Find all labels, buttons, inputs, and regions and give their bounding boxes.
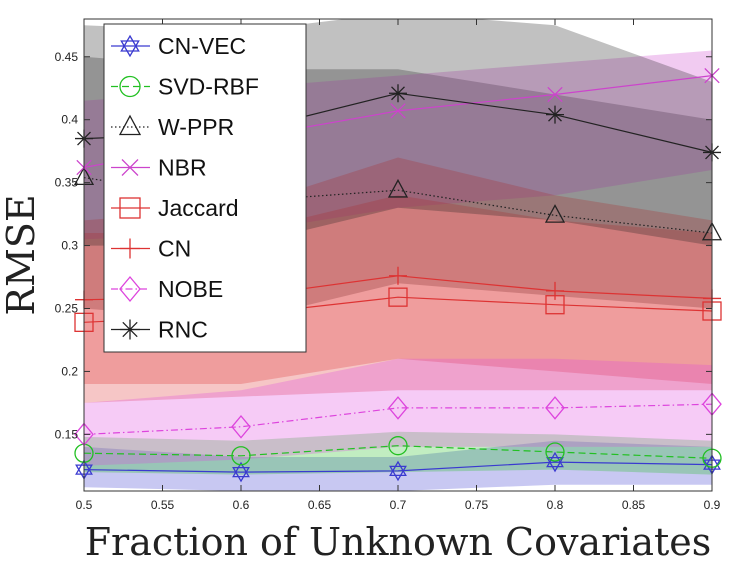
point-svd-rbf <box>388 436 408 456</box>
y-axis-title: RMSE <box>0 194 43 315</box>
x-axis: 0.5 0.55 0.6 0.65 0.7 0.75 0.8 0.85 0.9 <box>76 19 721 512</box>
band-nobe <box>84 358 712 466</box>
legend-label-w-ppr: W-PPR <box>158 114 234 140</box>
x-tick-label: 0.5 <box>76 498 93 512</box>
x-tick-label: 0.7 <box>390 498 407 512</box>
y-tick-label: 0.3 <box>61 239 78 253</box>
point-svd-rbf <box>231 446 251 466</box>
legend-box <box>103 23 307 353</box>
y-tick-label: 0.25 <box>55 301 79 315</box>
legend-label-nbr: NBR <box>158 155 207 181</box>
legend-marker-w-ppr <box>118 114 142 136</box>
point-cn-vec <box>546 456 564 473</box>
point-cn <box>546 281 564 300</box>
x-tick-label: 0.55 <box>151 498 175 512</box>
x-tick-label: 0.85 <box>622 498 646 512</box>
legend-marker-svd-rbf <box>119 75 141 98</box>
x-tick-label: 0.6 <box>233 498 250 512</box>
line-cn-vec <box>84 461 712 473</box>
point-cn-vec <box>389 465 407 482</box>
legend: CN-VEC SVD-RBF W-PPR NBR Jaccard CN NOBE RNC <box>103 23 307 353</box>
y-tick-label: 0.35 <box>55 176 79 190</box>
line-w-ppr <box>84 177 712 234</box>
y-tick-label: 0.15 <box>55 427 79 441</box>
point-nobe <box>231 414 251 439</box>
point-jaccard <box>388 287 408 307</box>
legend-label-cn: CN <box>158 236 191 262</box>
legend-marker-nbr <box>121 159 139 176</box>
point-nobe <box>545 396 565 420</box>
point-w-ppr <box>544 204 566 223</box>
legend-label-cn-vec: CN-VEC <box>158 33 246 59</box>
y-tick-label: 0.4 <box>61 113 78 127</box>
legend-marker-jaccard <box>119 197 141 219</box>
x-tick-label: 0.8 <box>547 498 564 512</box>
point-rnc <box>389 84 407 103</box>
y-tick-label: 0.2 <box>61 364 78 378</box>
x-tick-label: 0.65 <box>308 498 332 512</box>
line-svd-rbf <box>84 445 712 459</box>
legend-marker-nobe <box>119 275 141 303</box>
point-cn-vec <box>389 460 407 477</box>
legend-marker-cn-vec <box>120 34 140 52</box>
point-nbr <box>390 103 406 119</box>
legend-label-jaccard: Jaccard <box>158 195 239 221</box>
point-cn-vec <box>232 466 250 483</box>
y-axis: 0.15 0.2 0.25 0.3 0.35 0.4 0.45 <box>55 50 712 441</box>
legend-marker-cn <box>120 238 140 259</box>
y-tick-label: 0.45 <box>55 50 79 64</box>
legend-label-nobe: NOBE <box>158 276 223 302</box>
point-w-ppr <box>387 178 409 198</box>
legend-label-rnc: RNC <box>158 317 208 343</box>
point-nobe <box>388 396 408 420</box>
point-cn <box>389 266 407 285</box>
legend-marker-cn-vec <box>120 40 140 58</box>
legend-label-svd-rbf: SVD-RBF <box>158 74 259 100</box>
x-tick-label: 0.75 <box>465 498 489 512</box>
x-tick-label: 0.9 <box>704 498 721 512</box>
point-svd-rbf <box>545 442 565 462</box>
legend-marker-rnc <box>120 319 140 340</box>
line-nobe <box>84 403 712 435</box>
point-rnc <box>546 105 564 124</box>
x-axis-title: Fraction of Unknown Covariates <box>85 520 712 564</box>
point-cn-vec <box>232 461 250 478</box>
point-nbr <box>547 86 563 103</box>
